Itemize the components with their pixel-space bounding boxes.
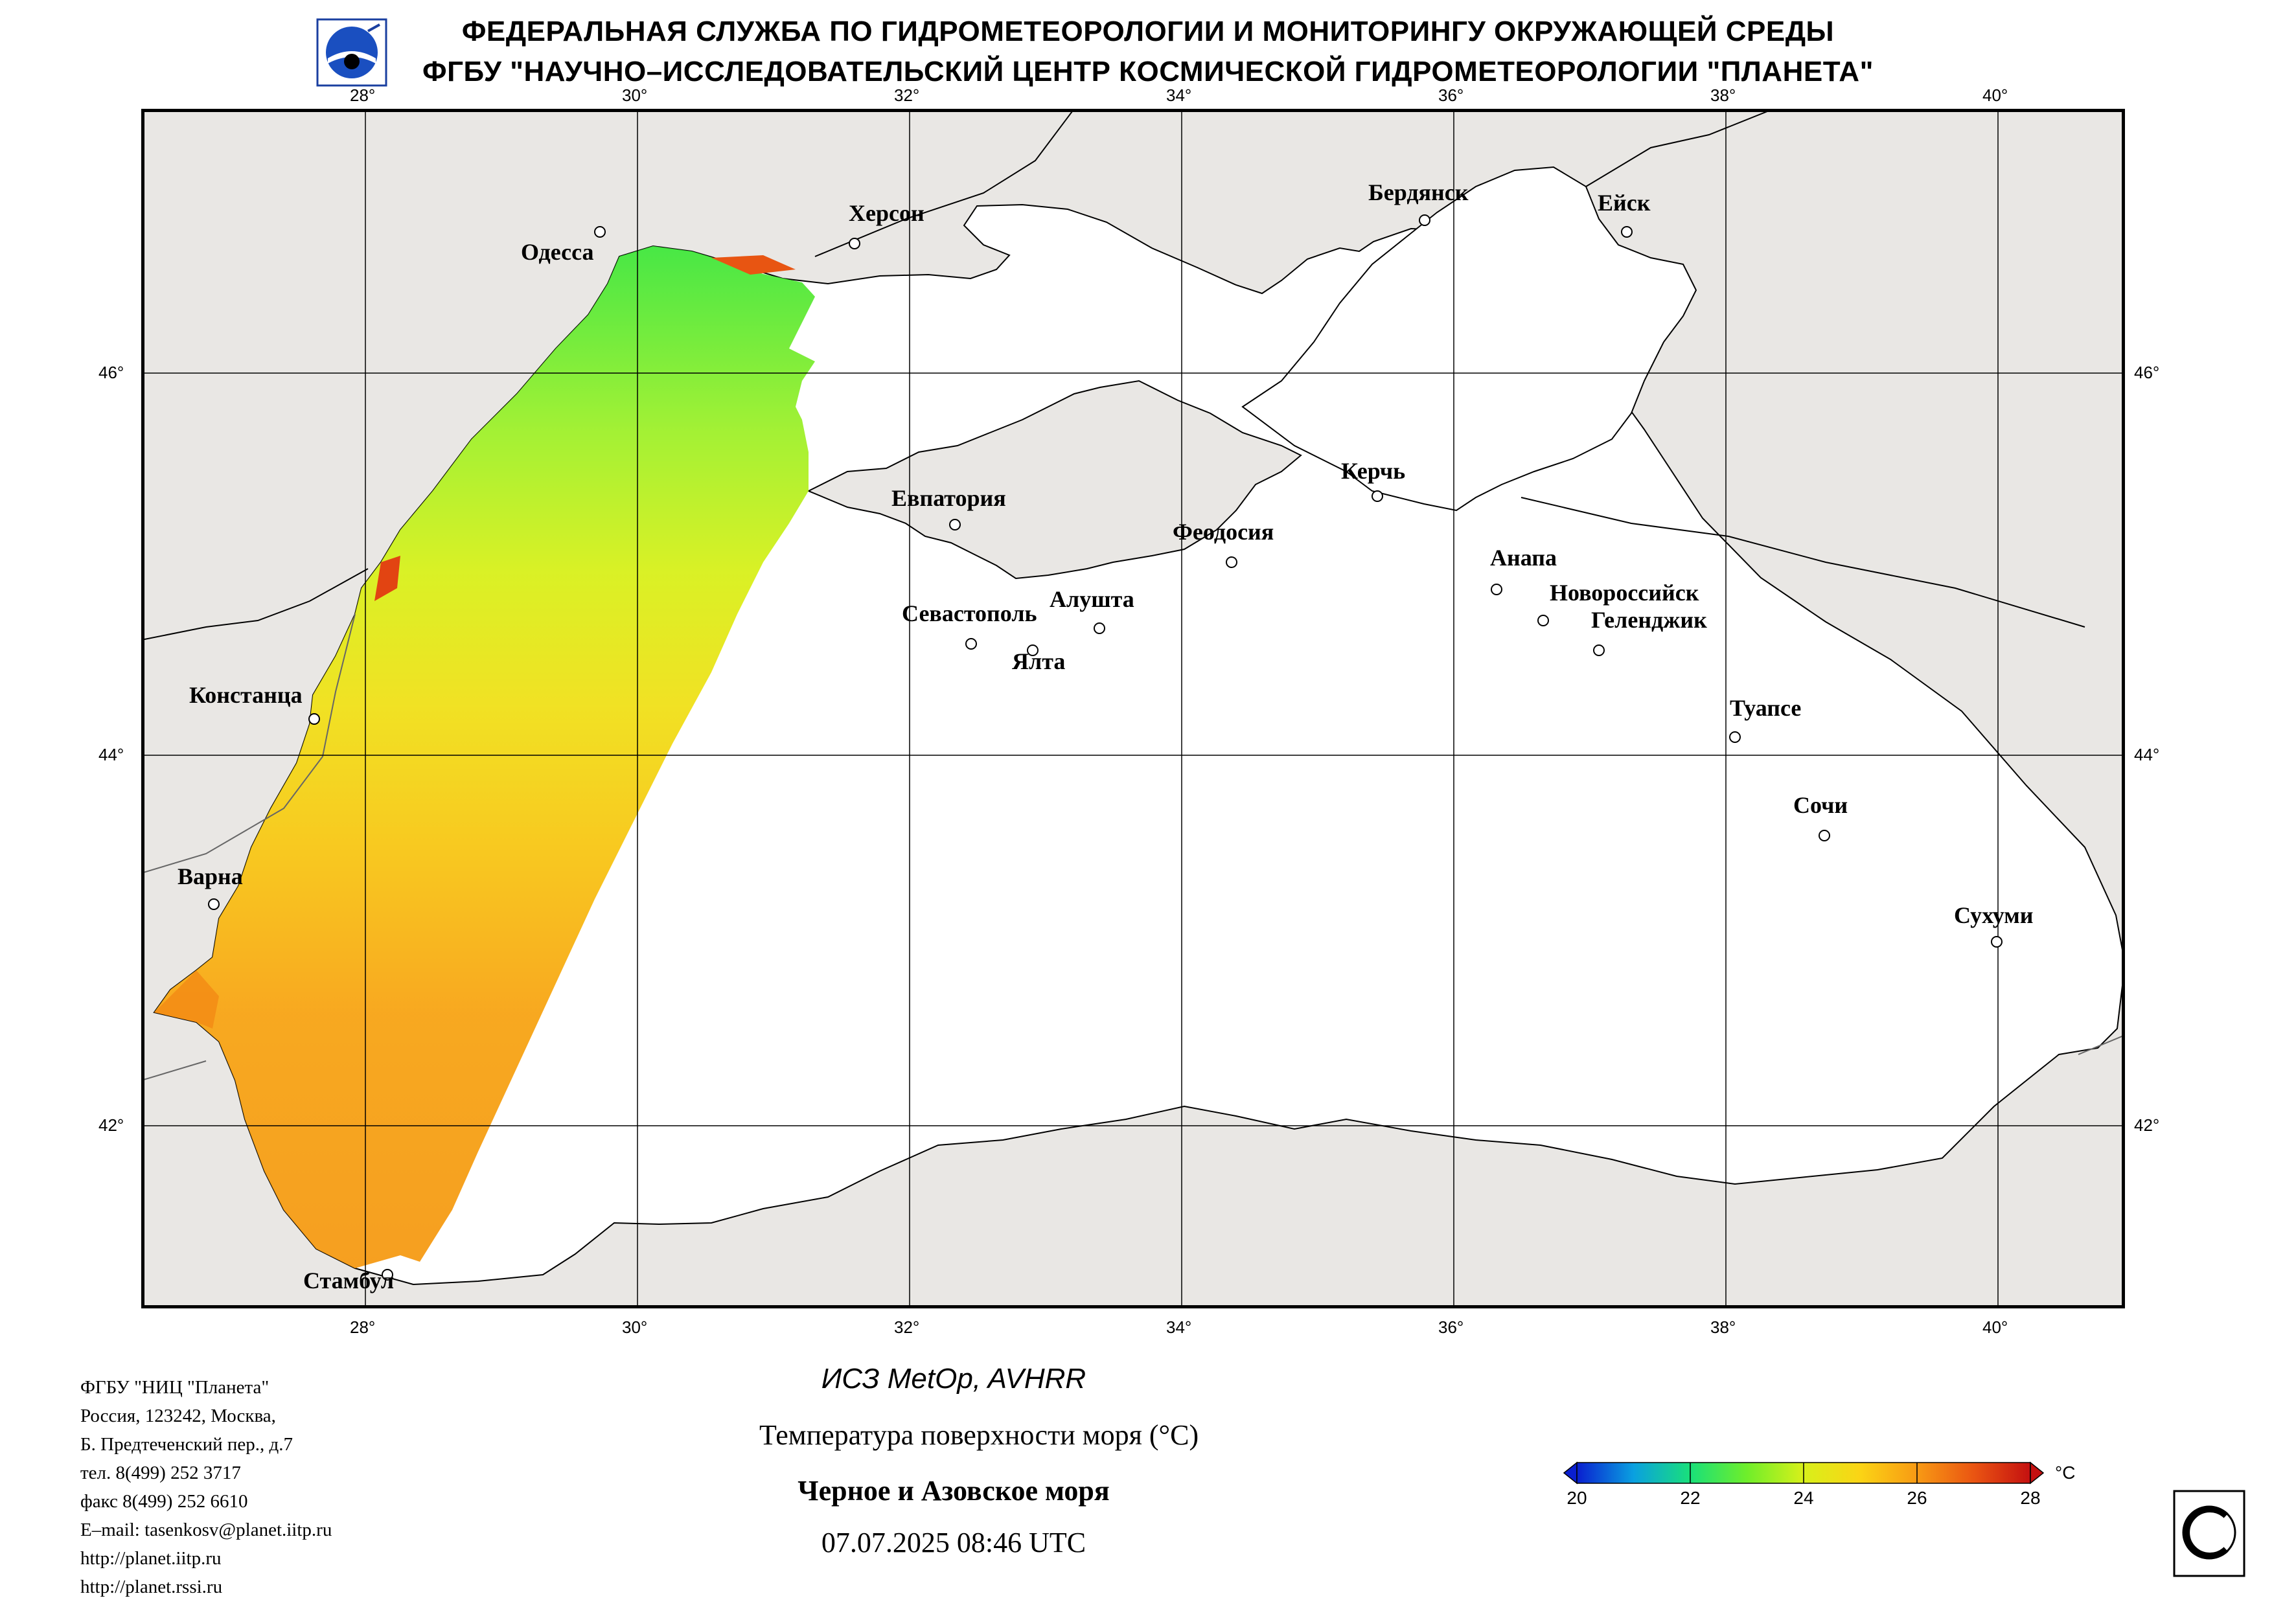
colorbar-tick: 28 <box>2020 1488 2041 1508</box>
city-marker <box>1537 615 1549 626</box>
city-label-yalta: Ялта <box>1012 648 1066 674</box>
latitude-tick-label: 46° <box>2134 363 2160 382</box>
graticule <box>141 109 2125 1308</box>
city-marker <box>208 898 220 910</box>
city-label-berdyansk: Бердянск <box>1368 179 1469 205</box>
header-center: ФГБУ "НАУЧНО–ИССЛЕДОВАТЕЛЬСКИЙ ЦЕНТР КОС… <box>422 56 1874 87</box>
latitude-tick-label: 42° <box>2134 1115 2160 1135</box>
longitude-tick-label: 38° <box>1710 85 1736 105</box>
longitude-tick-label: 34° <box>1166 1317 1192 1337</box>
city-marker <box>1226 556 1237 568</box>
city-label-varna: Варна <box>178 863 243 889</box>
sea-temperature-map <box>141 109 2125 1308</box>
country-border <box>141 613 356 874</box>
url-line: http://planet.rssi.ru <box>80 1577 223 1597</box>
city-marker <box>594 226 606 238</box>
longitude-tick-label: 30° <box>622 1317 648 1337</box>
river-dnieper <box>814 109 1075 257</box>
city-marker <box>1593 644 1605 656</box>
sea-surface-temperature-swath <box>154 246 815 1268</box>
longitude-tick-label: 36° <box>1438 85 1464 105</box>
latitude-tick-label: 44° <box>2134 745 2160 764</box>
colorbar-min-arrow <box>1563 1461 1578 1485</box>
city-label-constanta: Констанца <box>189 682 303 708</box>
city-label-odessa: Одесса <box>521 239 594 265</box>
city-label-anapa: Анапа <box>1490 545 1557 571</box>
city-marker <box>1372 490 1383 502</box>
longitude-tick-label: 34° <box>1166 85 1192 105</box>
satellite-caption: ИСЗ MetOp, AVHRR <box>821 1363 1086 1395</box>
city-label-kerch: Керчь <box>1341 458 1406 484</box>
address-line: Россия, 123242, Москва, <box>80 1406 276 1426</box>
city-marker <box>1819 830 1830 841</box>
address-line: Б. Предтеченский пер., д.7 <box>80 1434 293 1455</box>
city-marker <box>1729 731 1741 743</box>
city-label-feodosia: Феодосия <box>1173 519 1274 545</box>
city-label-alushta: Алушта <box>1050 586 1134 612</box>
region-caption: Черное и Азовское моря <box>798 1475 1110 1507</box>
city-label-sochi: Сочи <box>1793 792 1848 818</box>
city-label-sevastopol: Севастополь <box>902 600 1037 626</box>
longitude-tick-label: 28° <box>350 85 376 105</box>
country-border <box>141 1060 207 1081</box>
longitude-tick-label: 32° <box>894 85 920 105</box>
latitude-tick-label: 46° <box>98 363 124 382</box>
longitude-tick-label: 36° <box>1438 1317 1464 1337</box>
longitude-tick-label: 40° <box>1982 85 2008 105</box>
river-don <box>1585 109 1774 187</box>
city-marker <box>308 713 320 725</box>
city-marker <box>1419 214 1430 226</box>
longitude-tick-label: 40° <box>1982 1317 2008 1337</box>
colorbar-max-arrow <box>2030 1461 2045 1485</box>
longitude-tick-label: 30° <box>622 85 648 105</box>
longitude-tick-label: 32° <box>894 1317 920 1337</box>
colorbar-unit: °C <box>2055 1463 2076 1483</box>
address-line: тел. 8(499) 252 3717 <box>80 1463 241 1483</box>
city-marker <box>849 238 860 249</box>
colorbar-tick: 24 <box>1793 1488 1814 1508</box>
latitude-tick-label: 42° <box>98 1115 124 1135</box>
crimea-peninsula <box>807 380 1302 580</box>
country-border <box>2078 1034 2125 1055</box>
city-marker <box>382 1269 393 1281</box>
city-label-yeysk: Ейск <box>1598 190 1651 216</box>
colorbar-tick: 22 <box>1680 1488 1701 1508</box>
address-line: факс 8(499) 252 6610 <box>80 1491 248 1512</box>
city-label-tuapse: Туапсе <box>1730 695 1802 721</box>
city-marker <box>1027 644 1039 656</box>
datetime-caption: 07.07.2025 08:46 UTC <box>821 1527 1086 1558</box>
parameter-caption: Температура поверхности моря (°С) <box>759 1419 1199 1451</box>
city-marker <box>1491 584 1502 595</box>
city-label-novorossiysk: Новороссийск <box>1550 580 1699 606</box>
city-label-kherson: Херсон <box>849 200 924 226</box>
city-label-gelendzhik: Геленджик <box>1591 607 1707 633</box>
iso-certification-badge-icon <box>2173 1490 2245 1577</box>
email-line: E–mail: tasenkosv@planet.iitp.ru <box>80 1520 332 1540</box>
address-line: ФГБУ "НИЦ "Планета" <box>80 1377 270 1398</box>
colorbar-tick: 20 <box>1567 1488 1587 1508</box>
city-markers <box>208 214 2003 1281</box>
longitude-tick-label: 38° <box>1710 1317 1736 1337</box>
url-line: http://planet.iitp.ru <box>80 1548 222 1569</box>
sea-of-azov <box>1241 166 1697 512</box>
city-label-yevpatoria: Евпатория <box>891 485 1006 511</box>
warm-bay-patch <box>374 556 400 601</box>
city-marker <box>1991 936 2003 948</box>
city-marker <box>1621 226 1633 238</box>
city-label-sukhumi: Сухуми <box>1954 902 2034 928</box>
river-kuban <box>1521 497 2085 628</box>
colorbar-tick: 26 <box>1907 1488 1927 1508</box>
planeta-logo-icon <box>316 18 387 87</box>
city-marker <box>949 519 961 530</box>
river-danube <box>141 568 369 641</box>
temperature-colorbar <box>1563 1461 2045 1485</box>
longitude-tick-label: 28° <box>350 1317 376 1337</box>
warm-estuary-patch <box>711 255 796 275</box>
header-agency: ФЕДЕРАЛЬНАЯ СЛУЖБА ПО ГИДРОМЕТЕОРОЛОГИИ … <box>461 16 1835 47</box>
warm-coastal-patch <box>154 970 219 1029</box>
city-marker <box>965 638 977 650</box>
city-label-istanbul: Стамбул <box>303 1268 395 1294</box>
city-marker <box>1094 622 1105 634</box>
latitude-tick-label: 44° <box>98 745 124 764</box>
